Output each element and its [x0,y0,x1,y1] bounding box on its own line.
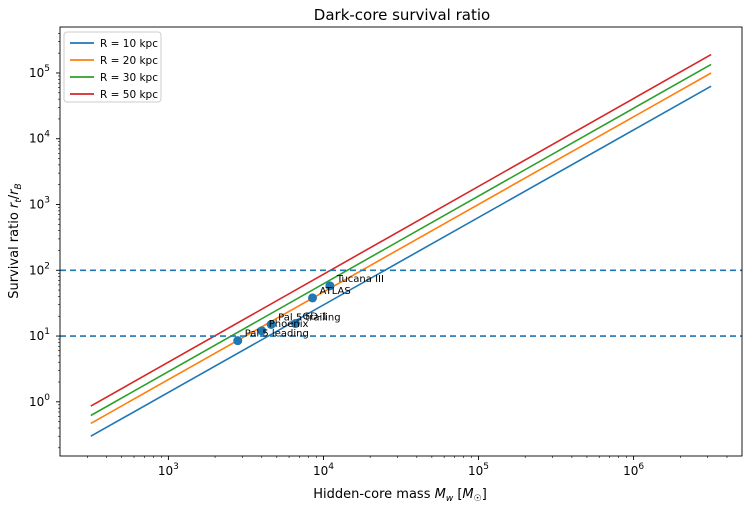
y-tick-label-1: 100 [29,393,50,409]
series-line-2 [90,72,712,425]
x-tick-label-2: 104 [313,462,334,478]
x-tick-label-3: 105 [468,462,489,478]
series-line-3 [90,63,712,417]
x-tick-label-1: 103 [158,462,179,478]
legend-label-4: R = 50 kpc [100,89,158,101]
y-tick-label-6: 105 [29,64,50,80]
axes-frame [59,26,743,457]
y-axis-label: Survival ratio rt/rB [7,183,24,298]
series-line-1 [90,85,712,437]
legend-label-3: R = 30 kpc [100,72,158,84]
chart-title: Dark-core survival ratio [314,6,490,24]
point-label-2: Phoenix [269,319,309,330]
y-tick-label-3: 102 [29,261,50,277]
data-point-6 [325,281,335,291]
point-label-3: Pal 5 trailing [278,312,340,323]
x-axis-label: Hidden-core mass Mw [M☉] [313,487,487,504]
point-label-6: Tucana III [336,274,384,285]
data-point-4 [290,319,300,329]
plot-inner [60,53,742,437]
y-tick-label-2: 101 [29,327,50,343]
point-label-4: GD-1 [302,312,327,323]
legend: R = 10 kpc R = 20 kpc R = 30 kpc R = 50 kpc [63,31,162,103]
data-point-1 [233,336,243,346]
data-point-5 [308,293,318,303]
point-label-1: Pal 5 leading [245,329,309,340]
x-tick-label-4: 106 [623,462,644,478]
axes-ticks: 103 104 105 106 100 101 102 103 104 105 [29,26,743,478]
data-point-3 [266,319,276,329]
y-tick-label-5: 104 [29,130,50,146]
legend-box [63,31,162,103]
data-point-2 [257,326,267,336]
legend-label-2: R = 20 kpc [100,55,158,67]
series-line-4 [90,53,712,407]
legend-label-1: R = 10 kpc [100,38,158,50]
point-label-5: ATLAS [320,286,351,297]
y-tick-label-4: 103 [29,196,50,212]
